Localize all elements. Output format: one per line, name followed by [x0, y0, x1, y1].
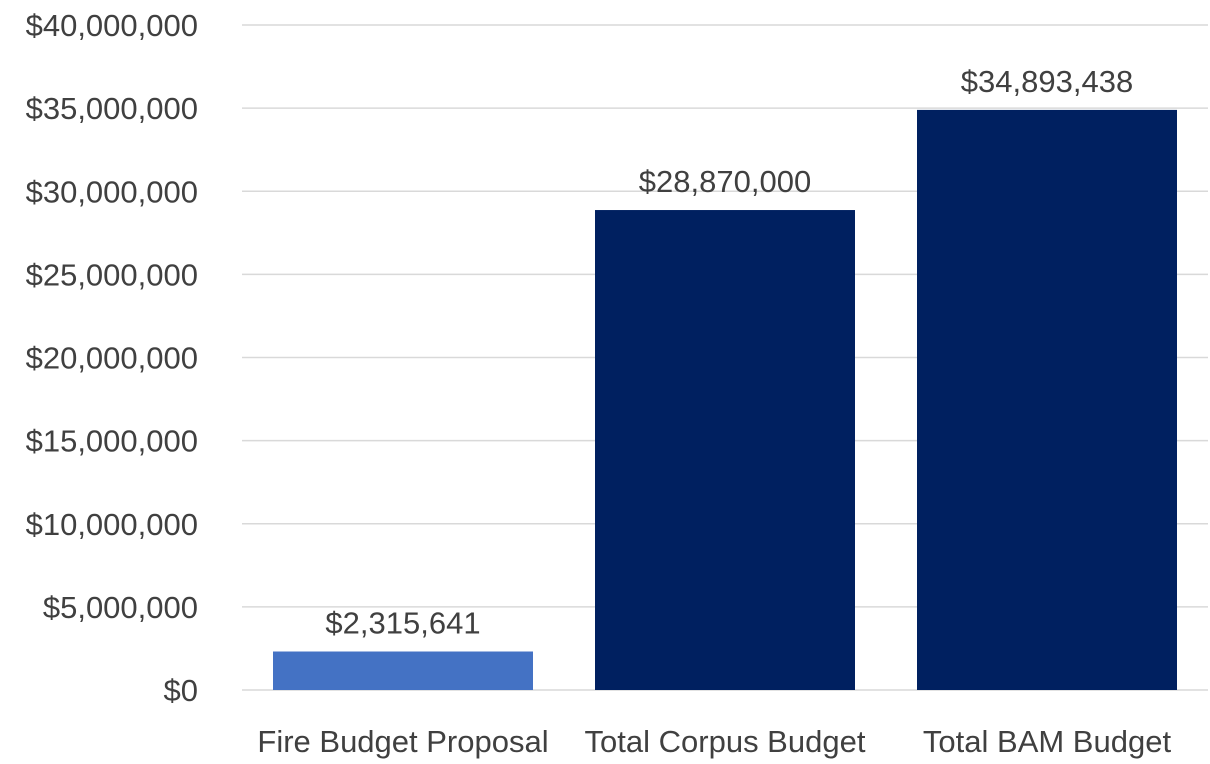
- data-label: $34,893,438: [961, 64, 1133, 99]
- y-axis-tick-labels: $0 $5,000,000 $10,000,000 $15,000,000 $20,00…: [26, 8, 198, 708]
- x-axis-category-labels: Fire Budget Proposal Total Corpus Budget T…: [257, 724, 1171, 759]
- y-tick-label: $20,000,000: [26, 341, 198, 376]
- bar: [595, 210, 855, 690]
- data-label: $28,870,000: [639, 164, 811, 199]
- y-tick-label: $35,000,000: [26, 91, 198, 126]
- x-category-label: Total BAM Budget: [923, 724, 1172, 759]
- y-tick-label: $15,000,000: [26, 424, 198, 459]
- x-category-label: Fire Budget Proposal: [257, 724, 548, 759]
- x-category-label: Total Corpus Budget: [585, 724, 866, 759]
- bar: [273, 651, 533, 690]
- y-tick-label: $10,000,000: [26, 507, 198, 542]
- bars: [273, 109, 1177, 690]
- y-tick-label: $0: [164, 673, 198, 708]
- data-label: $2,315,641: [325, 606, 480, 641]
- y-tick-label: $40,000,000: [26, 8, 198, 43]
- y-tick-label: $30,000,000: [26, 174, 198, 209]
- data-labels: $2,315,641 $28,870,000 $34,893,438: [325, 64, 1133, 641]
- y-tick-label: $25,000,000: [26, 257, 198, 292]
- bar: [917, 109, 1177, 690]
- y-tick-label: $5,000,000: [43, 590, 198, 625]
